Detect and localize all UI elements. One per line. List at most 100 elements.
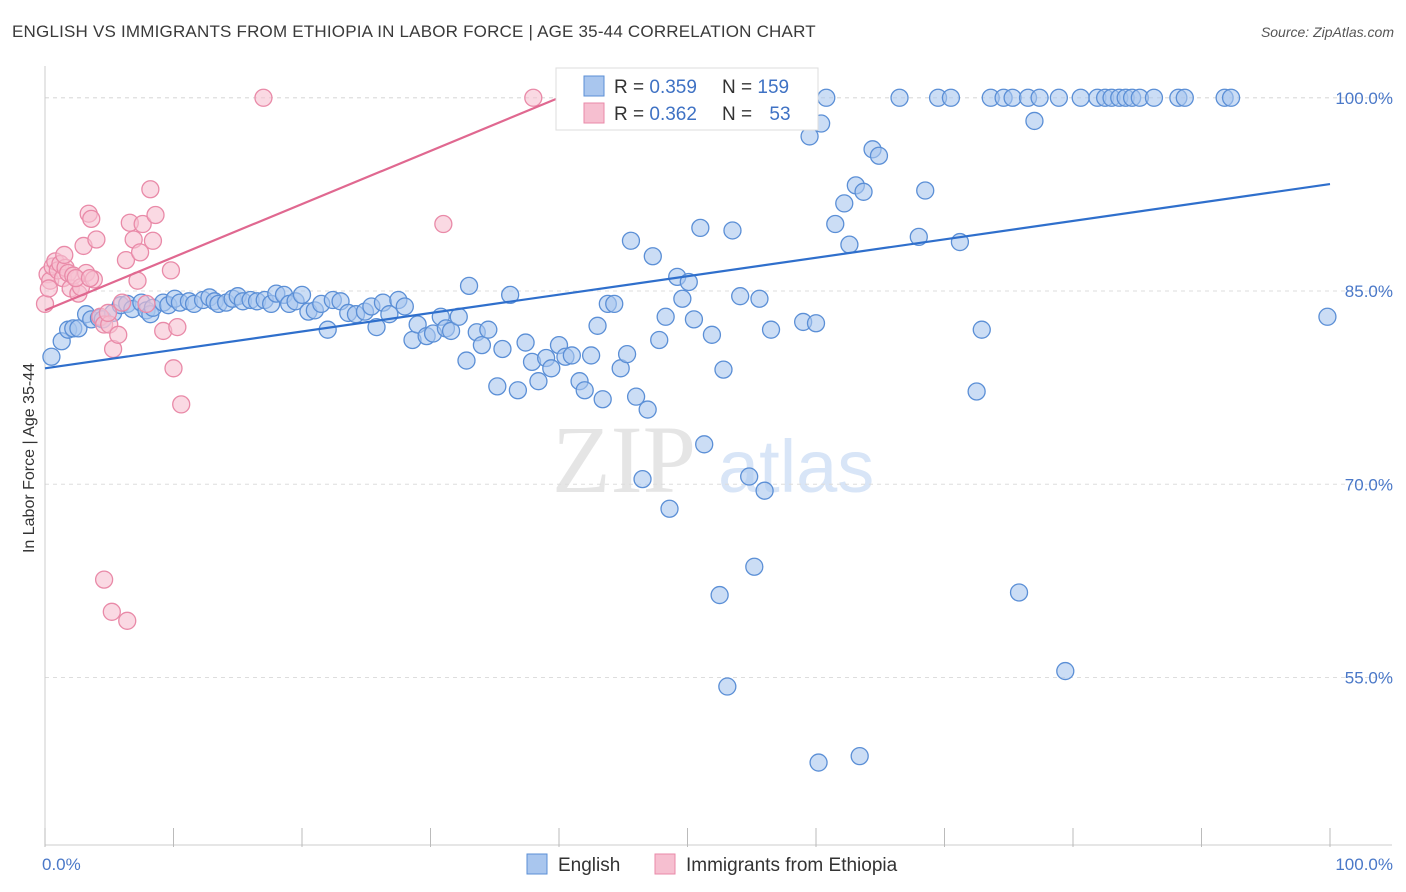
english-point-66 [472, 335, 492, 355]
english-point-67 [479, 320, 498, 339]
english-point-134 [972, 320, 991, 339]
chart-title: ENGLISH VS IMMIGRANTS FROM ETHIOPIA IN L… [12, 22, 816, 41]
english-trend-line [44, 182, 1331, 370]
source-note: Source: ZipAtlas.com [1260, 24, 1394, 40]
english-point-107 [723, 221, 742, 240]
legend-row2: R = 0.362 N = 53 [614, 104, 791, 125]
english-point-120 [826, 214, 845, 234]
legend-r-label-2: R = [614, 104, 649, 125]
english-point-0 [42, 347, 61, 366]
english-point-71 [508, 381, 528, 400]
ethiopia-point-36 [161, 261, 181, 280]
english-point-70 [501, 285, 520, 305]
english-point-119 [817, 88, 836, 107]
english-point-86 [605, 294, 624, 314]
ethiopia-point-23 [109, 325, 128, 344]
english-point-142 [1049, 88, 1069, 107]
english-point-69 [493, 339, 512, 359]
english-point-39 [292, 285, 312, 305]
english-point-109 [740, 467, 759, 486]
ethiopia-point-45 [524, 88, 543, 107]
english-point-100 [684, 310, 704, 329]
english-point-99 [679, 272, 698, 292]
ethiopia-point-18 [87, 230, 106, 249]
legend-r-value-1: 0.359 [649, 77, 697, 98]
english-point-111 [750, 289, 769, 308]
english-point-158 [809, 753, 828, 772]
legend-n-value-1: 159 [757, 77, 789, 98]
bottom-legend-label-english: English [558, 855, 620, 876]
ethiopia-point-42 [118, 611, 137, 630]
ethiopia-point-38 [168, 317, 187, 337]
legend-n-label-2: N = [722, 104, 757, 125]
english-point-154 [1175, 88, 1194, 107]
english-point-95 [656, 307, 675, 326]
ethiopia-point-16 [82, 209, 101, 229]
english-point-133 [967, 382, 986, 401]
english-point-93 [643, 247, 662, 266]
ethiopia-point-51 [80, 268, 100, 288]
english-point-152 [1144, 88, 1164, 107]
english-point-141 [1030, 88, 1049, 107]
ethiopia-trend-line [44, 96, 560, 312]
english-point-89 [621, 231, 641, 250]
trend-lines [44, 96, 1331, 370]
english-point-113 [761, 320, 781, 339]
x-tick-labels: 0.0% 100.0% [42, 855, 1393, 874]
english-point-88 [617, 344, 637, 364]
english-point-61 [441, 321, 461, 341]
english-point-105 [714, 360, 733, 379]
ethiopia-point-52 [98, 303, 118, 323]
ethiopia-point-40 [94, 570, 114, 589]
english-point-64 [459, 276, 479, 296]
axes [44, 66, 1392, 847]
english-point-122 [840, 235, 859, 254]
legend-swatch-ethiopia [583, 102, 605, 124]
y-tick-labels: 55.0% 70.0% 85.0% 100.0% [1335, 89, 1393, 688]
english-point-4 [69, 319, 88, 338]
english-point-128 [909, 227, 928, 247]
bottom-legend-label-ethiopia: Immigrants from Ethiopia [686, 855, 898, 876]
ethiopia-point-37 [164, 359, 183, 378]
english-point-84 [593, 390, 612, 409]
x-tick-label-1: 100.0% [1335, 855, 1393, 874]
legend-r-label-1: R = [614, 77, 649, 98]
ethiopia-point-49 [55, 245, 74, 265]
english-point-140 [1025, 111, 1044, 131]
y-axis-title: In Labor Force | Age 35-44 [21, 363, 38, 553]
ethiopia-point-33 [143, 231, 163, 250]
english-point-129 [916, 181, 935, 200]
ethiopia-point-31 [137, 294, 156, 314]
english-point-127 [890, 88, 909, 107]
english-point-126 [869, 146, 889, 165]
english-point-76 [542, 359, 561, 378]
data-points [35, 88, 1337, 772]
x-tick-label-0: 0.0% [42, 855, 81, 874]
english-point-102 [695, 435, 714, 454]
english-point-131 [941, 88, 961, 107]
ethiopia-point-41 [102, 602, 121, 621]
english-point-90 [626, 387, 646, 406]
english-point-138 [1009, 583, 1029, 602]
english-point-72 [516, 333, 535, 352]
english-point-96 [660, 499, 679, 518]
bottom-legend-swatch-english [526, 853, 548, 875]
english-point-156 [1221, 88, 1241, 107]
english-point-74 [529, 372, 548, 391]
watermark: ZIP atlas [552, 406, 874, 513]
english-point-54 [395, 297, 414, 316]
english-point-104 [710, 585, 729, 605]
english-point-101 [691, 218, 710, 238]
english-point-143 [1056, 661, 1075, 681]
english-point-91 [633, 469, 652, 489]
english-point-79 [562, 346, 581, 365]
bottom-legend-swatch-ethiopia [654, 853, 676, 875]
bottom-legend: English Immigrants from Ethiopia [526, 853, 898, 876]
ethiopia-point-43 [254, 88, 273, 107]
english-point-68 [488, 377, 507, 396]
english-point-121 [835, 194, 854, 213]
y-tick-label-2: 85.0% [1345, 282, 1393, 301]
english-point-110 [745, 557, 764, 576]
english-point-157 [1318, 307, 1337, 326]
english-point-112 [755, 481, 774, 500]
